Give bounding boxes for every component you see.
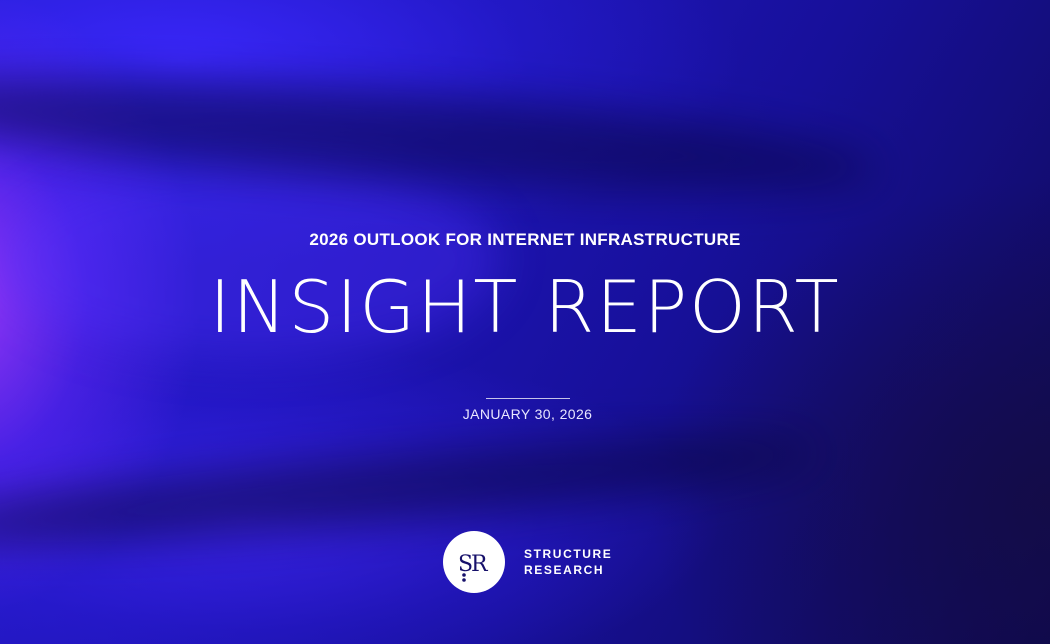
report-date: JANUARY 30, 2026 xyxy=(462,406,593,422)
svg-text:R: R xyxy=(471,552,489,577)
background-fold-top xyxy=(0,55,882,215)
brand-name-line2: RESEARCH xyxy=(524,563,605,577)
brand-name-line1: STRUCTURE xyxy=(524,547,613,561)
structure-research-logo-icon: S R xyxy=(443,531,505,593)
report-subtitle: 2026 OUTLOOK FOR INTERNET INFRASTRUCTURE xyxy=(309,230,741,249)
brand-name: STRUCTURE RESEARCH xyxy=(524,546,612,578)
divider-line xyxy=(486,398,570,399)
logo-monogram: S R xyxy=(458,552,489,582)
background-fold-bottom xyxy=(0,415,822,565)
report-title: INSIGHT REPORT xyxy=(209,265,841,349)
svg-text:S: S xyxy=(458,552,473,577)
